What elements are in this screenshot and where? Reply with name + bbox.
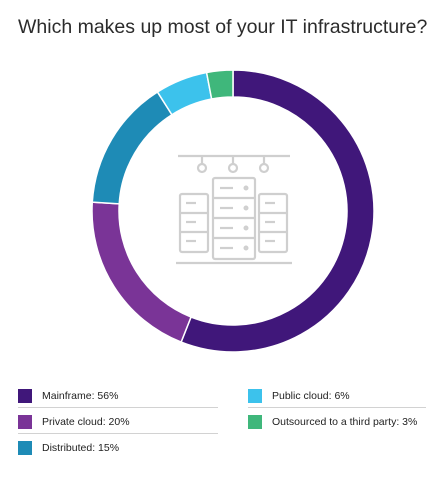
legend-label: Distributed: 15% bbox=[42, 442, 120, 454]
donut-slices bbox=[91, 69, 375, 353]
legend-label: Public cloud: 6% bbox=[272, 390, 350, 402]
donut-slice-outsourced-to-a-third-party bbox=[205, 69, 234, 100]
legend-label: Outsourced to a third party: 3% bbox=[272, 416, 418, 428]
chart-title: Which makes up most of your IT infrastru… bbox=[18, 16, 428, 38]
legend-item: Mainframe: 56% bbox=[18, 385, 218, 408]
donut-chart bbox=[91, 69, 375, 353]
legend-label: Private cloud: 20% bbox=[42, 416, 130, 428]
donut-slice-distributed bbox=[91, 90, 173, 205]
legend-item: Outsourced to a third party: 3% bbox=[248, 411, 426, 433]
legend-swatch bbox=[18, 415, 32, 429]
legend-item: Private cloud: 20% bbox=[18, 411, 218, 434]
donut-slice-mainframe bbox=[180, 69, 375, 353]
donut-slice-private-cloud bbox=[91, 201, 193, 344]
server-rack-icon bbox=[176, 154, 292, 265]
legend-label: Mainframe: 56% bbox=[42, 390, 119, 402]
legend-swatch bbox=[248, 415, 262, 429]
legend-swatch bbox=[18, 389, 32, 403]
legend-swatch bbox=[248, 389, 262, 403]
legend-swatch bbox=[18, 441, 32, 455]
legend-item: Distributed: 15% bbox=[18, 437, 218, 459]
legend-item: Public cloud: 6% bbox=[248, 385, 426, 408]
